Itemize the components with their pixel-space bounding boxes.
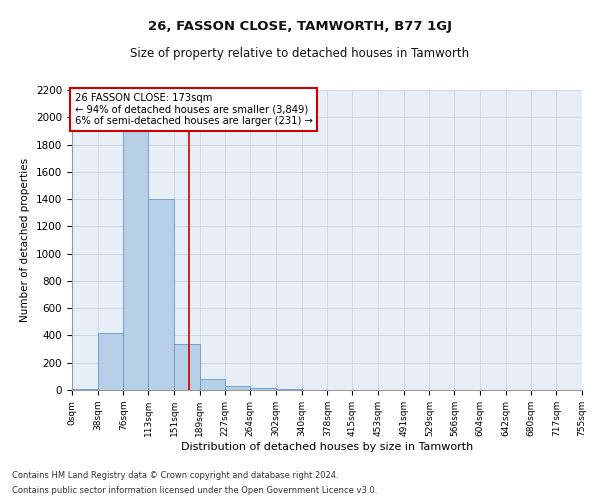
Text: Contains public sector information licensed under the Open Government Licence v3: Contains public sector information licen…: [12, 486, 377, 495]
Text: Size of property relative to detached houses in Tamworth: Size of property relative to detached ho…: [130, 48, 470, 60]
Bar: [148, 199, 174, 390]
Text: 26 FASSON CLOSE: 173sqm
← 94% of detached houses are smaller (3,849)
6% of semi-: 26 FASSON CLOSE: 173sqm ← 94% of detache…: [74, 93, 313, 126]
Text: Contains HM Land Registry data © Crown copyright and database right 2024.: Contains HM Land Registry data © Crown c…: [12, 471, 338, 480]
Bar: [72, 388, 98, 390]
Bar: [250, 388, 276, 390]
Bar: [226, 386, 250, 390]
X-axis label: Distribution of detached houses by size in Tamworth: Distribution of detached houses by size …: [181, 442, 473, 452]
Y-axis label: Number of detached properties: Number of detached properties: [20, 158, 31, 322]
Bar: [98, 332, 124, 390]
Text: 26, FASSON CLOSE, TAMWORTH, B77 1GJ: 26, FASSON CLOSE, TAMWORTH, B77 1GJ: [148, 20, 452, 33]
Bar: [124, 131, 148, 390]
Bar: [200, 379, 226, 390]
Bar: [174, 344, 200, 390]
